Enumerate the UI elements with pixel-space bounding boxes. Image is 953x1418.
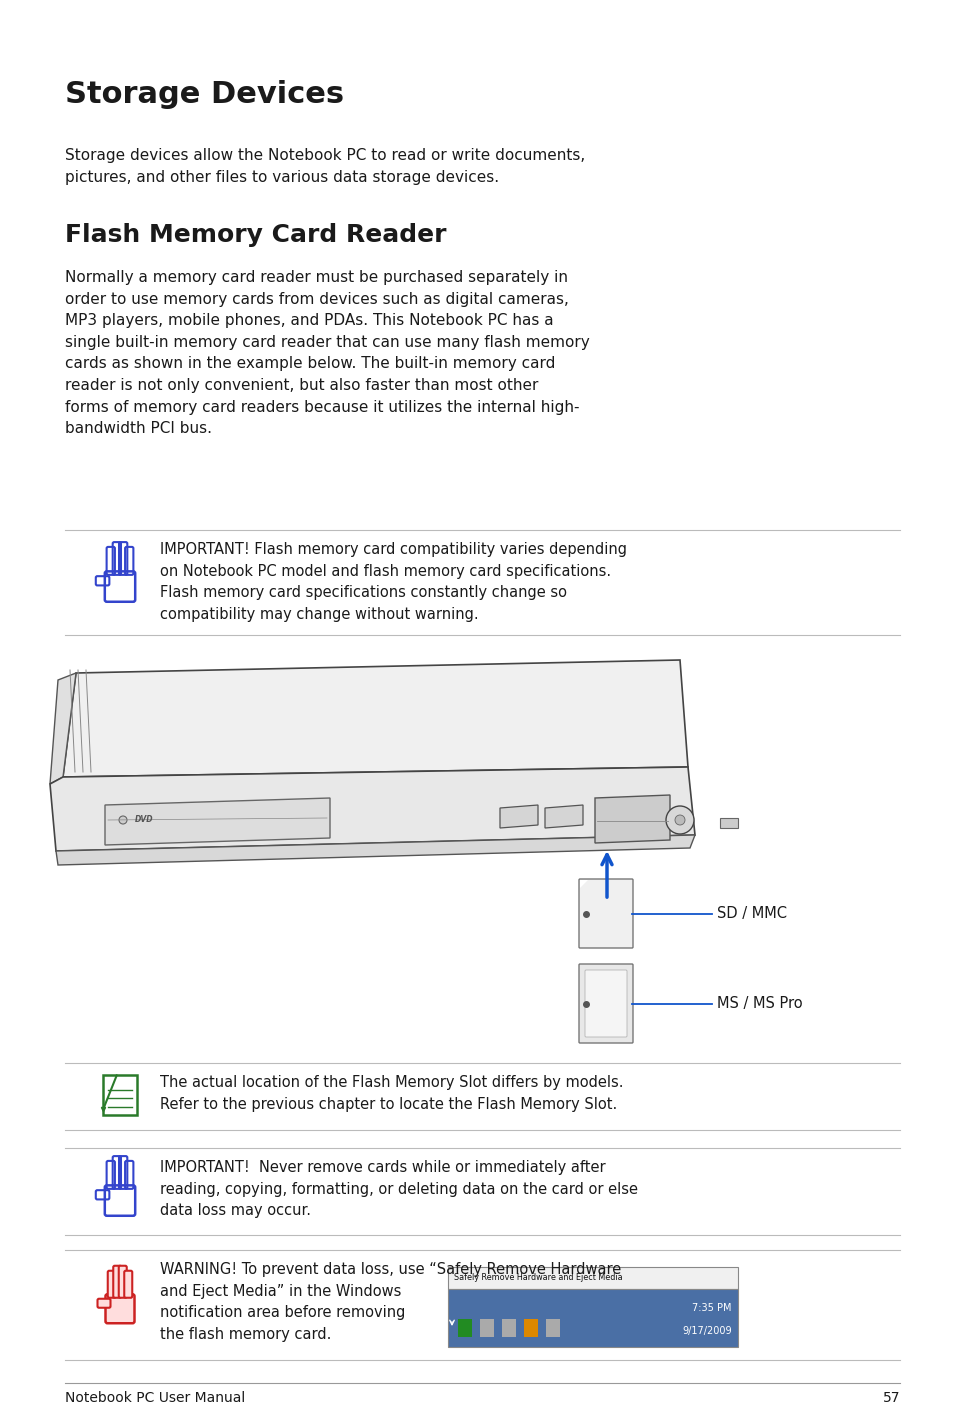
Circle shape <box>119 815 127 824</box>
FancyBboxPatch shape <box>97 1299 111 1307</box>
Text: 57: 57 <box>882 1391 899 1405</box>
Text: Storage devices allow the Notebook PC to read or write documents,
pictures, and : Storage devices allow the Notebook PC to… <box>65 147 584 184</box>
Text: SD / MMC: SD / MMC <box>717 906 786 922</box>
FancyBboxPatch shape <box>118 1266 127 1297</box>
Polygon shape <box>499 805 537 828</box>
Circle shape <box>665 805 693 834</box>
FancyBboxPatch shape <box>448 1268 738 1289</box>
FancyBboxPatch shape <box>108 1271 115 1297</box>
Text: MS / MS Pro: MS / MS Pro <box>717 995 801 1011</box>
Text: Normally a memory card reader must be purchased separately in
order to use memor: Normally a memory card reader must be pu… <box>65 269 589 437</box>
Bar <box>103 1075 136 1115</box>
Text: Flash Memory Card Reader: Flash Memory Card Reader <box>65 223 446 247</box>
Polygon shape <box>105 798 330 845</box>
Text: WARNING! To prevent data loss, use “Safely Remove Hardware
and Eject Media” in t: WARNING! To prevent data loss, use “Safe… <box>160 1262 620 1341</box>
Polygon shape <box>56 835 695 865</box>
Polygon shape <box>579 881 587 888</box>
Polygon shape <box>595 795 669 842</box>
Text: DVD: DVD <box>135 815 153 824</box>
Bar <box>448 1289 738 1347</box>
FancyBboxPatch shape <box>124 1271 132 1297</box>
Text: 7:35 PM: 7:35 PM <box>692 1303 731 1313</box>
Polygon shape <box>50 767 695 851</box>
Text: 9/17/2009: 9/17/2009 <box>681 1326 731 1336</box>
Text: Notebook PC User Manual: Notebook PC User Manual <box>65 1391 245 1405</box>
Circle shape <box>675 815 684 825</box>
Polygon shape <box>63 659 687 777</box>
Bar <box>457 1319 472 1337</box>
Bar <box>545 1319 559 1337</box>
FancyBboxPatch shape <box>113 1266 121 1297</box>
Polygon shape <box>50 674 76 784</box>
Text: IMPORTANT!  Never remove cards while or immediately after
reading, copying, form: IMPORTANT! Never remove cards while or i… <box>160 1160 638 1218</box>
FancyBboxPatch shape <box>578 964 633 1044</box>
FancyBboxPatch shape <box>578 879 633 949</box>
Text: Storage Devices: Storage Devices <box>65 79 344 109</box>
Text: The actual location of the Flash Memory Slot differs by models.
Refer to the pre: The actual location of the Flash Memory … <box>160 1075 623 1112</box>
Bar <box>501 1319 516 1337</box>
FancyBboxPatch shape <box>584 970 626 1037</box>
Bar <box>720 818 738 828</box>
Text: IMPORTANT! Flash memory card compatibility varies depending
on Notebook PC model: IMPORTANT! Flash memory card compatibili… <box>160 542 626 623</box>
Bar <box>523 1319 537 1337</box>
Bar <box>479 1319 494 1337</box>
FancyBboxPatch shape <box>106 1295 134 1323</box>
Polygon shape <box>544 805 582 828</box>
Text: Safely Remove Hardware and Eject Media: Safely Remove Hardware and Eject Media <box>454 1273 622 1282</box>
